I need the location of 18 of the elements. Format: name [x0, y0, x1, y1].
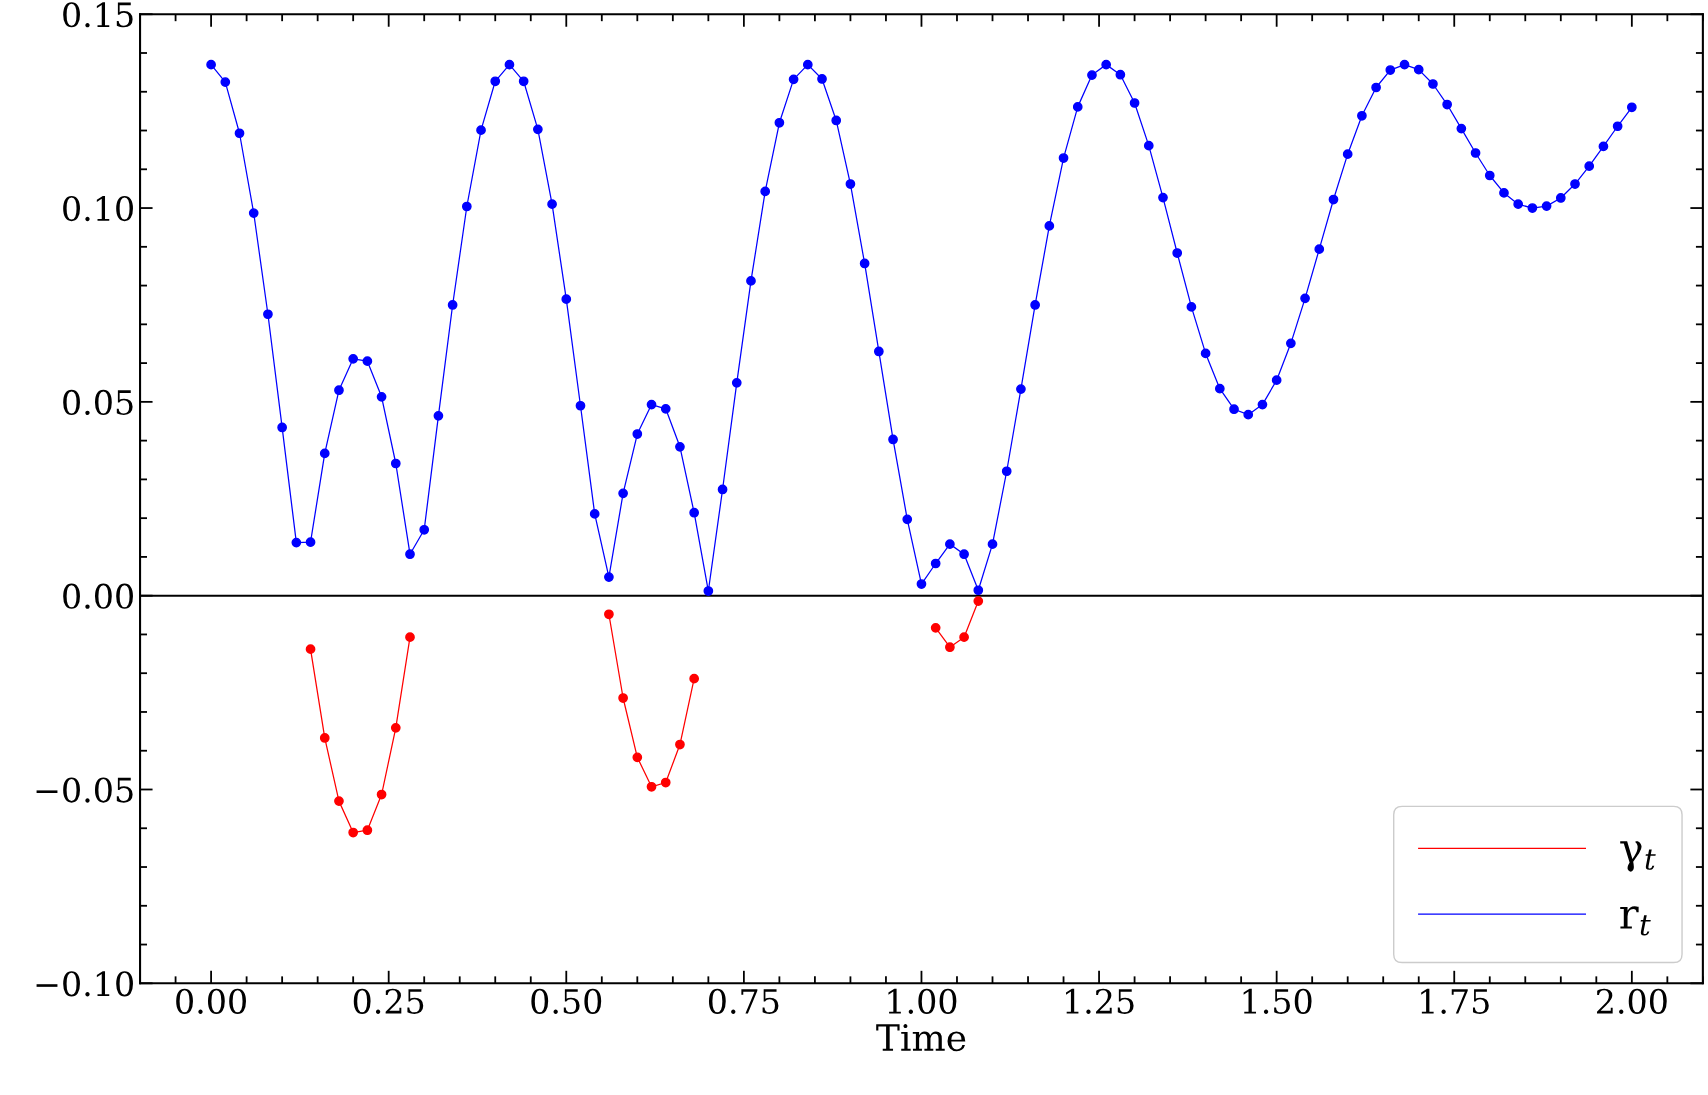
legend-label: r$_{t}$	[1620, 906, 1651, 936]
x-tick-label: 0.75	[708, 988, 779, 1014]
x-tick-label: 1.50	[1243, 988, 1312, 1014]
x-tick-label: 0.50	[531, 988, 602, 1014]
y-tick-label: −0.10	[36, 971, 133, 997]
x-tick-label: 0.00	[176, 988, 246, 1014]
y-tick-label: 0.05	[63, 389, 133, 415]
x-axis-title: Time	[876, 1024, 966, 1052]
y-tick-label: 0.10	[63, 195, 133, 222]
x-tick-label: 0.25	[353, 988, 424, 1014]
x-tick-label: 1.25	[1066, 988, 1134, 1014]
legend-label: γ$_{t}$	[1620, 841, 1656, 872]
x-tick-label: 1.00	[888, 988, 957, 1014]
y-tick-label: 0.15	[63, 2, 133, 28]
y-tick-label: 0.00	[63, 583, 133, 609]
x-tick-label: 1.75	[1421, 988, 1489, 1014]
x-tick-label: 2.00	[1596, 988, 1667, 1014]
y-tick-label: −0.05	[36, 777, 133, 803]
